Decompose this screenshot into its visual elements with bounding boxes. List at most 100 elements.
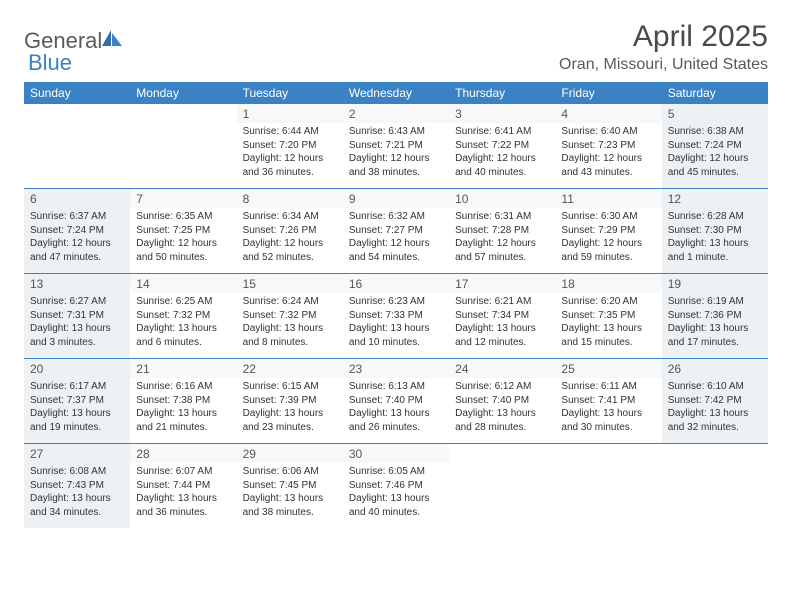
day-cell: 10Sunrise: 6:31 AMSunset: 7:28 PMDayligh…	[449, 189, 555, 273]
day-cell: 9Sunrise: 6:32 AMSunset: 7:27 PMDaylight…	[343, 189, 449, 273]
sunset-text: Sunset: 7:46 PM	[349, 479, 443, 493]
sunrise-text: Sunrise: 6:43 AM	[349, 125, 443, 139]
day-number: 24	[449, 359, 555, 378]
day-number: 14	[130, 274, 236, 293]
day-number: 5	[662, 104, 768, 123]
sunset-text: Sunset: 7:35 PM	[561, 309, 655, 323]
sunset-text: Sunset: 7:39 PM	[243, 394, 337, 408]
sunset-text: Sunset: 7:32 PM	[243, 309, 337, 323]
sunset-text: Sunset: 7:38 PM	[136, 394, 230, 408]
week-row: 27Sunrise: 6:08 AMSunset: 7:43 PMDayligh…	[24, 443, 768, 528]
day-number: 8	[237, 189, 343, 208]
day-details: Sunrise: 6:44 AMSunset: 7:20 PMDaylight:…	[237, 123, 343, 185]
day-details: Sunrise: 6:27 AMSunset: 7:31 PMDaylight:…	[24, 293, 130, 355]
sunrise-text: Sunrise: 6:38 AM	[668, 125, 762, 139]
daylight-text: Daylight: 12 hours and 52 minutes.	[243, 237, 337, 264]
daylight-text: Daylight: 12 hours and 47 minutes.	[30, 237, 124, 264]
day-details: Sunrise: 6:38 AMSunset: 7:24 PMDaylight:…	[662, 123, 768, 185]
sunrise-text: Sunrise: 6:11 AM	[561, 380, 655, 394]
empty-cell	[449, 444, 555, 528]
sunrise-text: Sunrise: 6:31 AM	[455, 210, 549, 224]
daylight-text: Daylight: 13 hours and 23 minutes.	[243, 407, 337, 434]
sunrise-text: Sunrise: 6:37 AM	[30, 210, 124, 224]
daylight-text: Daylight: 13 hours and 34 minutes.	[30, 492, 124, 519]
day-cell: 22Sunrise: 6:15 AMSunset: 7:39 PMDayligh…	[237, 359, 343, 443]
sunset-text: Sunset: 7:33 PM	[349, 309, 443, 323]
sunset-text: Sunset: 7:24 PM	[668, 139, 762, 153]
day-number: 27	[24, 444, 130, 463]
daylight-text: Daylight: 13 hours and 28 minutes.	[455, 407, 549, 434]
sunrise-text: Sunrise: 6:27 AM	[30, 295, 124, 309]
daylight-text: Daylight: 12 hours and 40 minutes.	[455, 152, 549, 179]
day-details: Sunrise: 6:31 AMSunset: 7:28 PMDaylight:…	[449, 208, 555, 270]
sunset-text: Sunset: 7:43 PM	[30, 479, 124, 493]
daylight-text: Daylight: 13 hours and 1 minute.	[668, 237, 762, 264]
sunrise-text: Sunrise: 6:20 AM	[561, 295, 655, 309]
sunset-text: Sunset: 7:23 PM	[561, 139, 655, 153]
sunrise-text: Sunrise: 6:15 AM	[243, 380, 337, 394]
day-cell: 21Sunrise: 6:16 AMSunset: 7:38 PMDayligh…	[130, 359, 236, 443]
sunrise-text: Sunrise: 6:12 AM	[455, 380, 549, 394]
daylight-text: Daylight: 13 hours and 12 minutes.	[455, 322, 549, 349]
sunset-text: Sunset: 7:24 PM	[30, 224, 124, 238]
sunrise-text: Sunrise: 6:23 AM	[349, 295, 443, 309]
day-cell: 11Sunrise: 6:30 AMSunset: 7:29 PMDayligh…	[555, 189, 661, 273]
day-details: Sunrise: 6:32 AMSunset: 7:27 PMDaylight:…	[343, 208, 449, 270]
day-number: 1	[237, 104, 343, 123]
day-details: Sunrise: 6:12 AMSunset: 7:40 PMDaylight:…	[449, 378, 555, 440]
day-number: 23	[343, 359, 449, 378]
day-cell: 24Sunrise: 6:12 AMSunset: 7:40 PMDayligh…	[449, 359, 555, 443]
day-cell: 4Sunrise: 6:40 AMSunset: 7:23 PMDaylight…	[555, 104, 661, 188]
sunrise-text: Sunrise: 6:40 AM	[561, 125, 655, 139]
day-number: 20	[24, 359, 130, 378]
day-number: 9	[343, 189, 449, 208]
sunrise-text: Sunrise: 6:28 AM	[668, 210, 762, 224]
sunset-text: Sunset: 7:44 PM	[136, 479, 230, 493]
day-number: 17	[449, 274, 555, 293]
daylight-text: Daylight: 13 hours and 6 minutes.	[136, 322, 230, 349]
day-details: Sunrise: 6:11 AMSunset: 7:41 PMDaylight:…	[555, 378, 661, 440]
daylight-text: Daylight: 12 hours and 45 minutes.	[668, 152, 762, 179]
sunrise-text: Sunrise: 6:10 AM	[668, 380, 762, 394]
day-number: 28	[130, 444, 236, 463]
dow-friday: Friday	[555, 82, 661, 104]
empty-cell	[24, 104, 130, 188]
day-cell: 30Sunrise: 6:05 AMSunset: 7:46 PMDayligh…	[343, 444, 449, 528]
day-number: 12	[662, 189, 768, 208]
day-cell: 15Sunrise: 6:24 AMSunset: 7:32 PMDayligh…	[237, 274, 343, 358]
sunrise-text: Sunrise: 6:25 AM	[136, 295, 230, 309]
dow-thursday: Thursday	[449, 82, 555, 104]
day-details: Sunrise: 6:19 AMSunset: 7:36 PMDaylight:…	[662, 293, 768, 355]
calendar-page: General April 2025 Oran, Missouri, Unite…	[0, 0, 792, 548]
daylight-text: Daylight: 12 hours and 50 minutes.	[136, 237, 230, 264]
day-number: 6	[24, 189, 130, 208]
day-number: 29	[237, 444, 343, 463]
sunset-text: Sunset: 7:29 PM	[561, 224, 655, 238]
day-details: Sunrise: 6:30 AMSunset: 7:29 PMDaylight:…	[555, 208, 661, 270]
daylight-text: Daylight: 13 hours and 8 minutes.	[243, 322, 337, 349]
title-block: April 2025 Oran, Missouri, United States	[559, 20, 768, 74]
day-cell: 28Sunrise: 6:07 AMSunset: 7:44 PMDayligh…	[130, 444, 236, 528]
day-details: Sunrise: 6:17 AMSunset: 7:37 PMDaylight:…	[24, 378, 130, 440]
sunset-text: Sunset: 7:31 PM	[30, 309, 124, 323]
day-details: Sunrise: 6:08 AMSunset: 7:43 PMDaylight:…	[24, 463, 130, 525]
daylight-text: Daylight: 13 hours and 30 minutes.	[561, 407, 655, 434]
day-cell: 20Sunrise: 6:17 AMSunset: 7:37 PMDayligh…	[24, 359, 130, 443]
day-details: Sunrise: 6:25 AMSunset: 7:32 PMDaylight:…	[130, 293, 236, 355]
day-cell: 18Sunrise: 6:20 AMSunset: 7:35 PMDayligh…	[555, 274, 661, 358]
daylight-text: Daylight: 12 hours and 57 minutes.	[455, 237, 549, 264]
daylight-text: Daylight: 13 hours and 26 minutes.	[349, 407, 443, 434]
dow-sunday: Sunday	[24, 82, 130, 104]
sunset-text: Sunset: 7:32 PM	[136, 309, 230, 323]
day-number: 4	[555, 104, 661, 123]
day-details: Sunrise: 6:07 AMSunset: 7:44 PMDaylight:…	[130, 463, 236, 525]
day-details: Sunrise: 6:21 AMSunset: 7:34 PMDaylight:…	[449, 293, 555, 355]
sunset-text: Sunset: 7:37 PM	[30, 394, 124, 408]
day-cell: 26Sunrise: 6:10 AMSunset: 7:42 PMDayligh…	[662, 359, 768, 443]
daylight-text: Daylight: 12 hours and 59 minutes.	[561, 237, 655, 264]
calendar-grid: Sunday Monday Tuesday Wednesday Thursday…	[24, 82, 768, 528]
day-cell: 8Sunrise: 6:34 AMSunset: 7:26 PMDaylight…	[237, 189, 343, 273]
daylight-text: Daylight: 13 hours and 10 minutes.	[349, 322, 443, 349]
daylight-text: Daylight: 13 hours and 38 minutes.	[243, 492, 337, 519]
sunset-text: Sunset: 7:21 PM	[349, 139, 443, 153]
